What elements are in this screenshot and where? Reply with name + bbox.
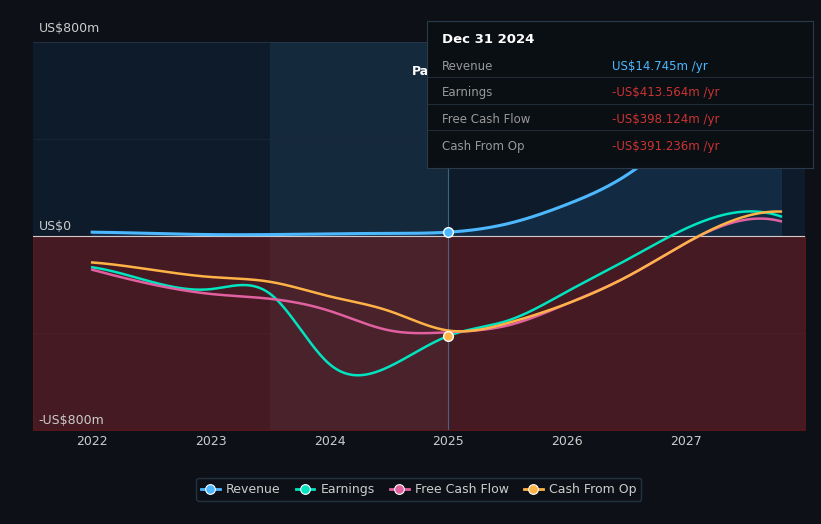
Text: -US$413.564m /yr: -US$413.564m /yr xyxy=(612,86,720,100)
Text: US$800m: US$800m xyxy=(39,21,100,35)
Text: Dec 31 2024: Dec 31 2024 xyxy=(443,33,534,46)
Text: Revenue: Revenue xyxy=(443,60,493,73)
Text: Free Cash Flow: Free Cash Flow xyxy=(443,113,530,126)
Text: -US$800m: -US$800m xyxy=(39,414,104,427)
Bar xyxy=(270,42,448,430)
Text: Past: Past xyxy=(412,65,443,78)
Text: -US$398.124m /yr: -US$398.124m /yr xyxy=(612,113,720,126)
Text: Analysts Forecasts: Analysts Forecasts xyxy=(458,65,574,78)
Text: US$14.745m /yr: US$14.745m /yr xyxy=(612,60,708,73)
Text: Earnings: Earnings xyxy=(443,86,493,100)
Text: Cash From Op: Cash From Op xyxy=(443,140,525,153)
Legend: Revenue, Earnings, Free Cash Flow, Cash From Op: Revenue, Earnings, Free Cash Flow, Cash … xyxy=(196,478,641,501)
Text: US$0: US$0 xyxy=(39,221,72,233)
Text: -US$391.236m /yr: -US$391.236m /yr xyxy=(612,140,720,153)
